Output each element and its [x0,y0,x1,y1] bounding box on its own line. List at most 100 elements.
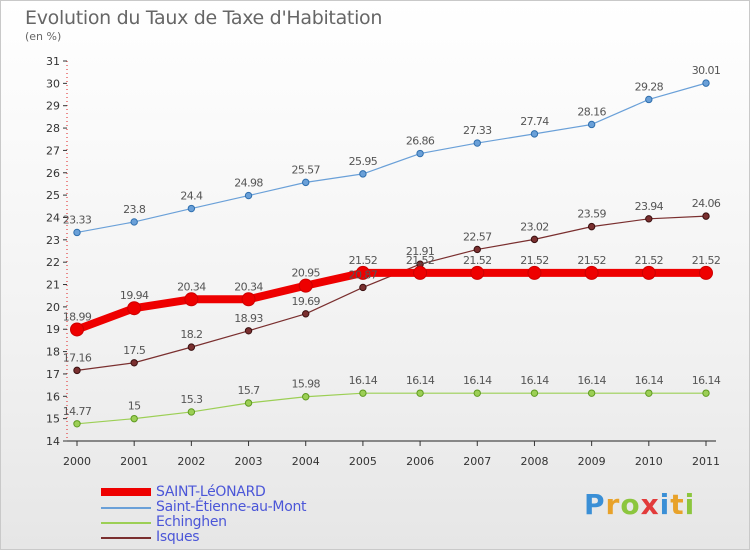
data-point [702,212,710,220]
data-label: 15.3 [180,393,203,406]
data-label: 16.14 [463,374,492,387]
x-tick-label: 2006 [406,455,434,468]
data-point [584,265,599,280]
y-tick-label: 30 [46,77,60,90]
data-label: 26.86 [406,135,435,148]
legend-swatch [101,522,151,524]
data-point [587,389,596,397]
data-label: 25.95 [349,155,378,168]
data-label: 18.99 [63,310,92,323]
data-point [241,292,256,307]
data-label: 21.52 [406,254,435,267]
data-label: 16.14 [406,374,435,387]
series-1 [73,79,710,237]
y-tick-label: 22 [46,256,60,269]
data-point [244,191,253,200]
data-point [530,130,539,138]
data-label: 21.91 [406,245,435,258]
data-label: 16.14 [520,374,549,387]
data-point [355,265,370,280]
data-label: 24.4 [180,190,203,203]
data-point [359,170,367,178]
y-tick-label: 23 [46,234,60,247]
x-tick-label: 2010 [635,455,663,468]
data-point [530,235,539,244]
data-label: 24.06 [692,197,721,210]
data-point [187,343,196,351]
x-tick-label: 2000 [63,455,91,468]
data-label: 20.34 [234,280,263,293]
data-point [298,278,313,293]
data-label: 16.14 [577,374,606,387]
data-label: 24.98 [234,177,263,190]
legend-swatch [101,488,151,496]
x-tick-label: 2009 [578,455,606,468]
chart-subtitle: (en %) [25,30,62,43]
y-tick-label: 26 [46,167,60,180]
data-point [187,204,196,213]
data-point [587,120,596,129]
proxiti-logo: Proxiti [584,488,696,521]
y-tick-label: 14 [46,435,60,448]
data-point [413,265,428,280]
x-tick-label: 2005 [349,455,377,468]
data-label: 18.2 [180,328,202,341]
y-tick-label: 21 [46,279,60,292]
data-point [73,228,81,237]
data-point [470,265,485,280]
data-point [702,389,710,397]
y-tick-label: 27 [46,144,60,157]
y-tick-label: 17 [46,368,60,381]
data-label: 27.74 [520,115,549,128]
data-label: 15 [128,400,141,413]
y-tick-label: 25 [46,189,60,202]
data-point [645,95,653,104]
data-label: 19.94 [120,289,149,302]
data-label: 16.14 [349,374,378,387]
data-label: 28.16 [577,105,606,118]
data-label: 20.87 [349,268,378,281]
y-tick-label: 28 [46,122,60,135]
x-tick-label: 2002 [177,455,205,468]
data-label: 16.14 [635,374,664,387]
y-tick-label: 20 [46,301,60,314]
x-tick-label: 2004 [292,455,320,468]
data-label: 21.52 [349,254,378,267]
x-tick-label: 2011 [692,455,720,468]
data-point [244,399,253,407]
data-label: 15.7 [237,384,260,397]
series-line [76,392,706,425]
data-point [702,79,710,87]
data-point [73,366,81,375]
series-line [76,215,707,371]
data-point [359,389,367,397]
data-label: 21.52 [520,254,549,267]
chart-title: Evolution du Taux de Taxe d'Habitation [25,7,383,29]
legend-swatch [101,507,151,509]
data-label: 29.28 [635,80,664,93]
data-label: 23.02 [520,220,549,233]
legend-label: Isques [156,529,200,545]
data-point [302,393,310,401]
data-point [184,292,199,307]
data-point [416,149,424,158]
data-label: 16.14 [692,374,721,387]
series-line [76,82,707,234]
data-point [302,178,310,187]
series-layer [70,79,713,428]
legend-label: Saint-Étienne-au-Mont [156,499,307,515]
data-point [302,310,310,318]
data-point [416,389,424,397]
data-label: 22.57 [463,230,492,243]
data-point [641,265,656,280]
data-point [587,222,596,231]
data-label: 19.69 [291,295,320,308]
data-label: 14.77 [63,405,92,418]
data-point [244,327,253,335]
series-0 [70,265,713,337]
data-label: 23.94 [635,200,664,213]
legend-item: SAINT-LéONARD [101,484,381,500]
x-tick-label: 2008 [520,455,548,468]
y-tick-label: 15 [46,413,60,426]
legend-item: Isques [101,529,381,545]
